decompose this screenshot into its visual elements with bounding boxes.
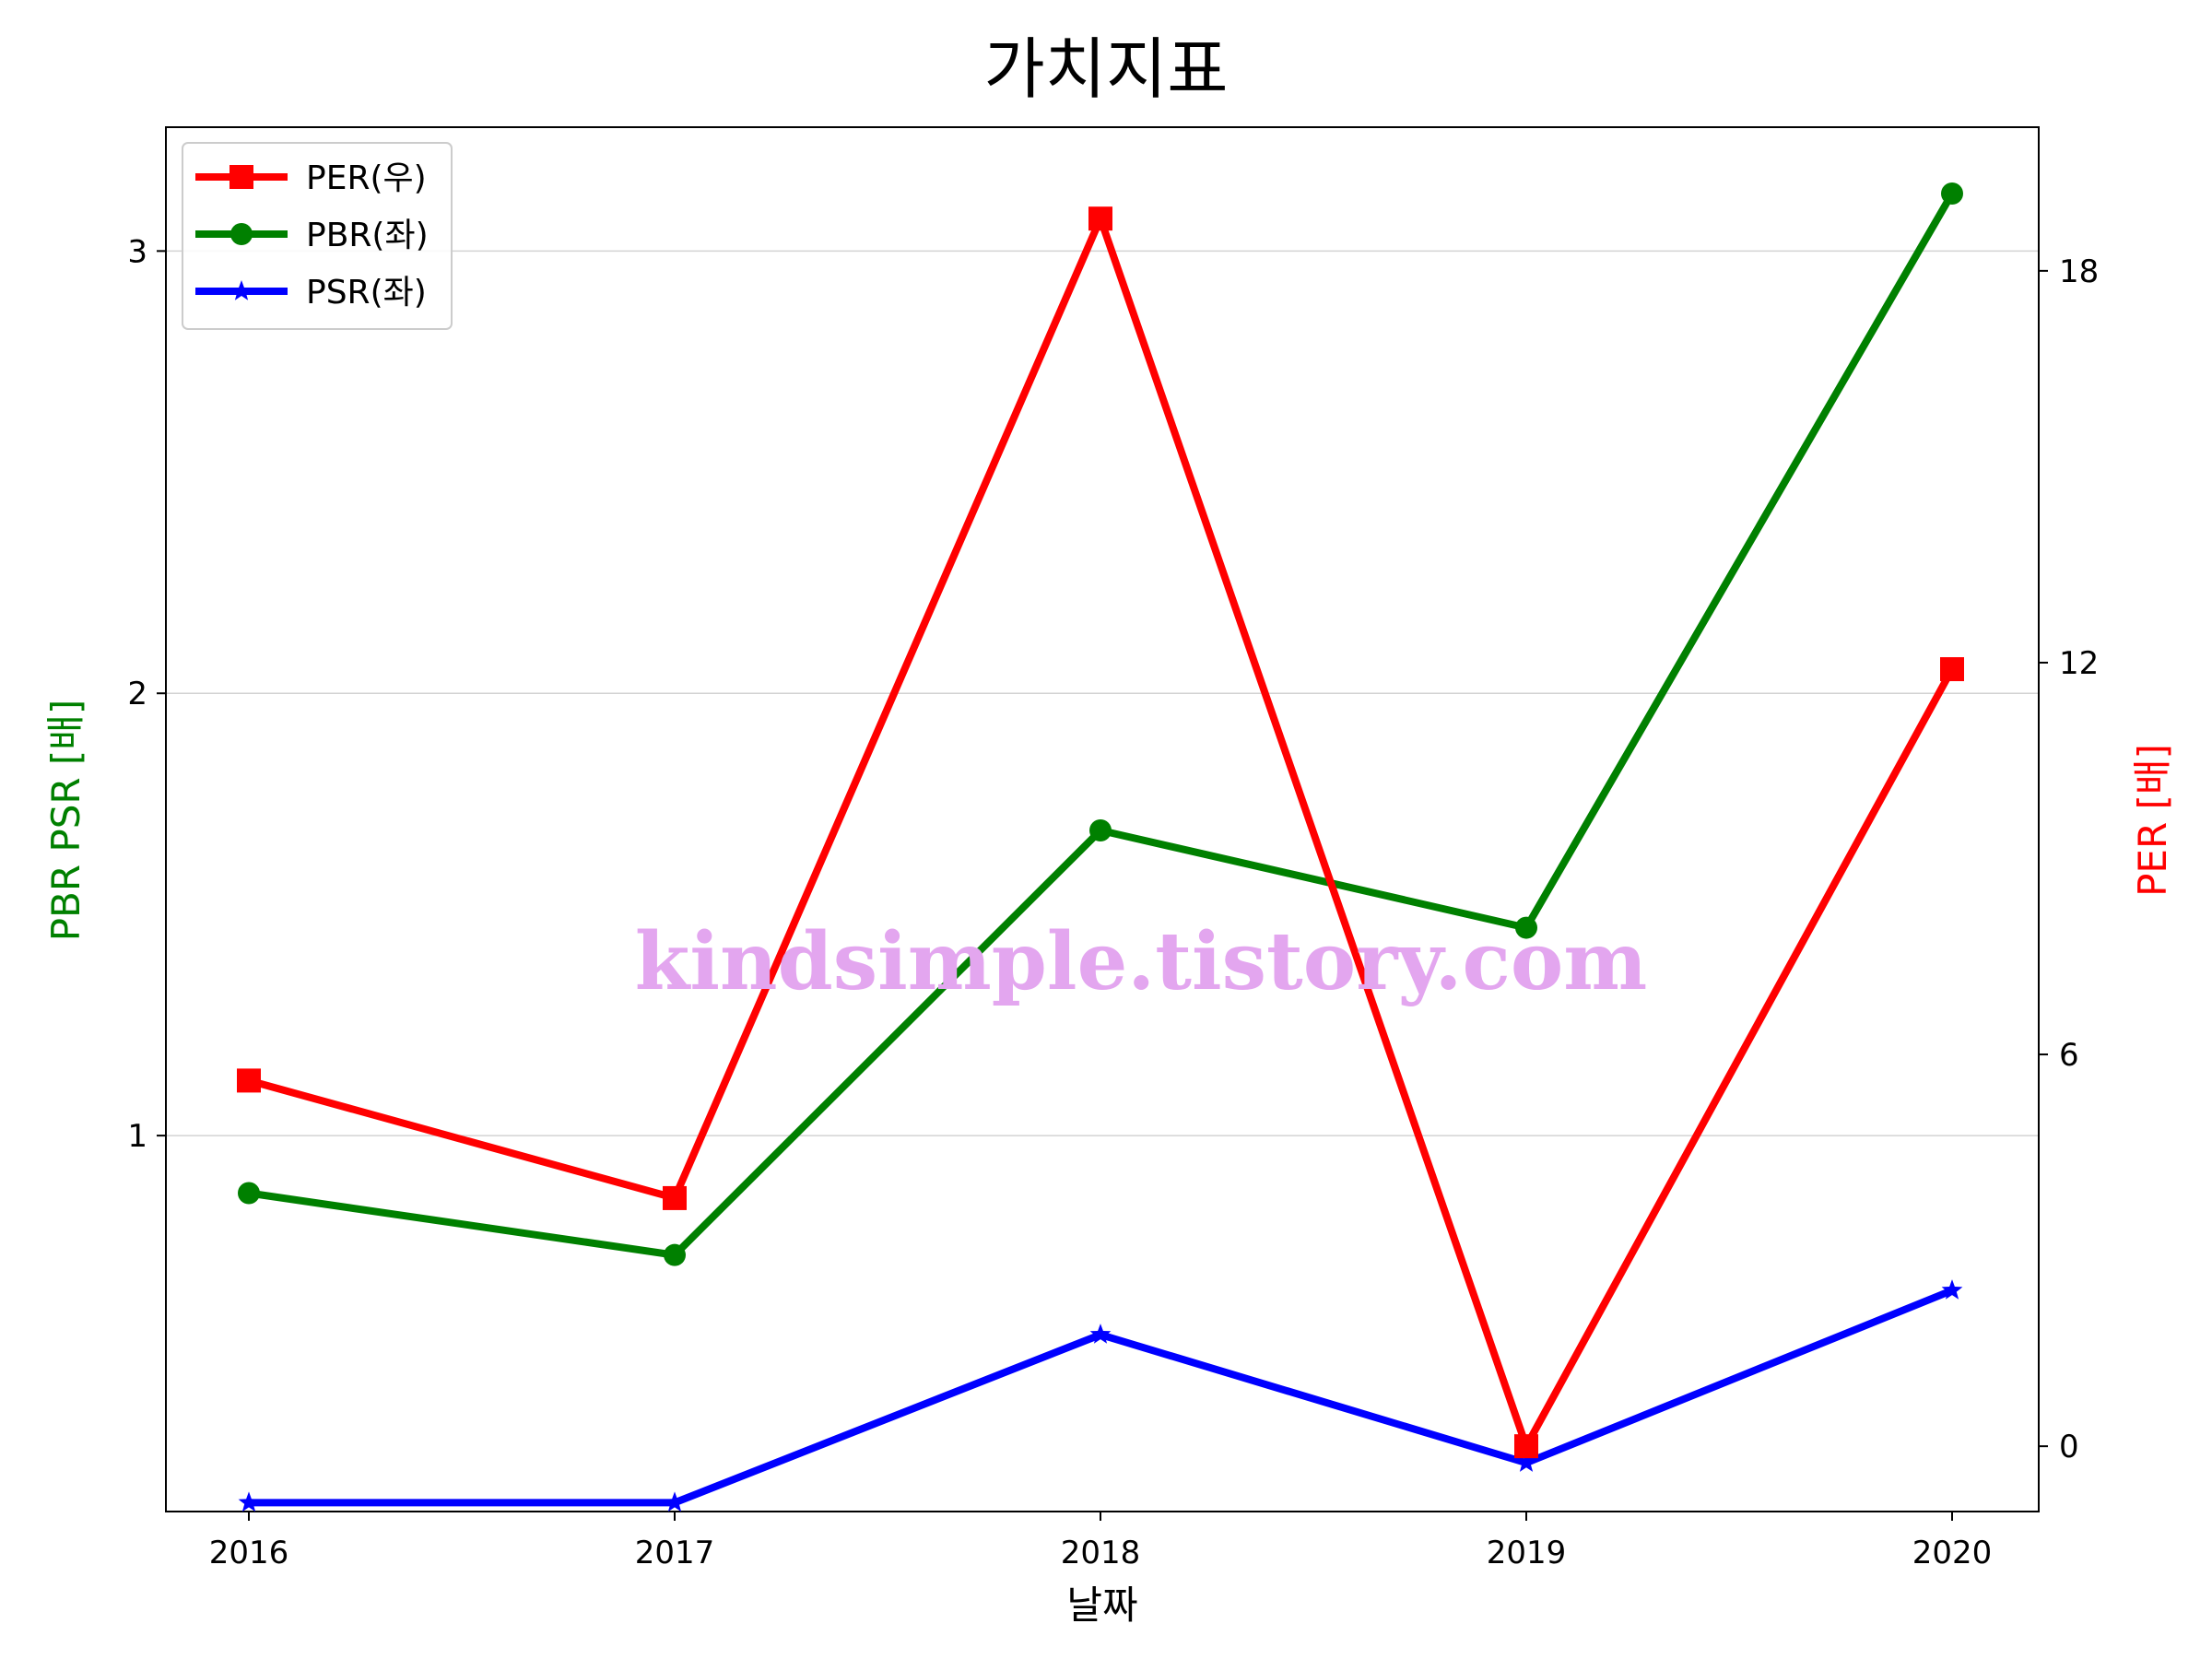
right-tick-label: 6 [2059, 1037, 2079, 1074]
x-tick-label: 2017 [635, 1535, 715, 1571]
legend-label: PER(우) [306, 159, 427, 197]
data-point [1940, 657, 1964, 682]
data-point [1941, 182, 1963, 205]
series-line [248, 191, 1956, 1259]
left-tick-label: 2 [127, 676, 147, 712]
series-line [249, 1287, 1954, 1507]
right-y-axis: 0 6 12 18 [2039, 253, 2099, 1465]
data-point [1089, 1324, 1112, 1344]
x-axis: 2016 2017 2018 2019 2020 [209, 1512, 1993, 1571]
x-tick-label: 2019 [1487, 1535, 1567, 1571]
grid-lines [166, 250, 2039, 1136]
watermark-text: kindsimple.tistory.com [635, 915, 1647, 1008]
left-tick-label: 1 [127, 1118, 147, 1155]
x-tick-label: 2018 [1061, 1535, 1141, 1571]
right-tick-label: 18 [2059, 253, 2099, 290]
x-tick-label: 2020 [1912, 1535, 1993, 1571]
data-point [664, 1491, 686, 1512]
data-point [1088, 206, 1112, 231]
legend-label: PBR(좌) [306, 217, 429, 254]
data-point [237, 1068, 261, 1093]
legend-entry: PER(우) [195, 159, 427, 197]
series-circle [238, 182, 1963, 1266]
left-y-axis: 1 2 3 [127, 233, 166, 1155]
right-y-axis-label: PER [배] [2130, 744, 2175, 897]
series-square [237, 206, 1964, 1459]
data-point [663, 1185, 687, 1210]
x-tick-label: 2016 [209, 1535, 289, 1571]
right-tick-label: 0 [2059, 1429, 2079, 1465]
legend-marker [229, 165, 253, 189]
data-point [1941, 1279, 1963, 1300]
left-y-axis-label: PBR PSR [배] [43, 700, 88, 942]
data-point [238, 1491, 260, 1512]
series-star [238, 1279, 1963, 1512]
x-axis-label: 날짜 [1066, 1583, 1137, 1628]
right-tick-label: 12 [2059, 645, 2099, 682]
data-point [1089, 818, 1112, 841]
left-tick-label: 3 [127, 233, 147, 270]
series-layer [237, 182, 1964, 1512]
chart-title: 가치지표 [984, 30, 1229, 108]
legend-label: PSR(좌) [306, 274, 427, 312]
plot-frame [165, 126, 2040, 1512]
data-point [1515, 1452, 1537, 1472]
data-point [1514, 1434, 1538, 1459]
legend-box [182, 142, 453, 330]
data-point [1515, 916, 1537, 939]
legend: PER(우) PBR(좌) PSR(좌) [182, 142, 453, 330]
legend-marker [230, 280, 253, 300]
legend-marker [230, 223, 253, 245]
legend-entry: PSR(좌) [195, 274, 427, 312]
legend-entry: PBR(좌) [195, 217, 429, 254]
data-point [664, 1243, 686, 1266]
data-point [238, 1182, 260, 1205]
